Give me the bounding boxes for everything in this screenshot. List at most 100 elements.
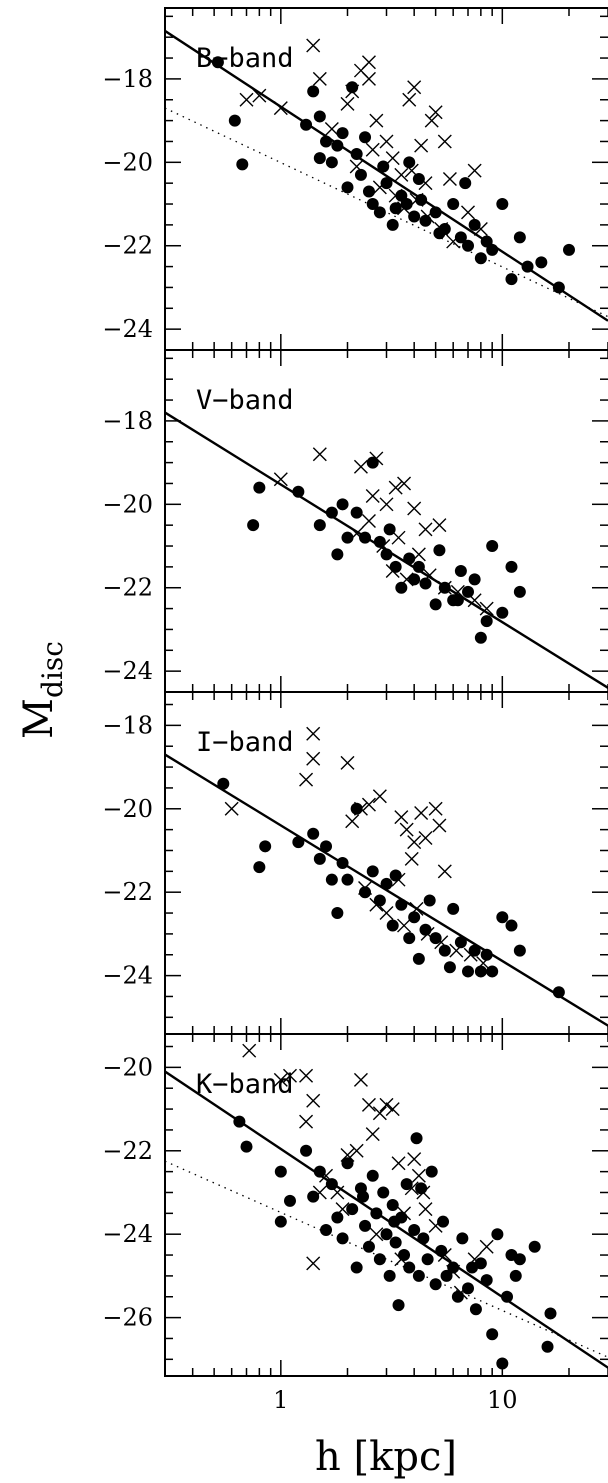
data-point-circle — [398, 1249, 411, 1262]
data-point-cross — [391, 872, 406, 887]
data-point-cross — [335, 1202, 350, 1217]
data-point-circle — [505, 273, 518, 286]
data-point-circle — [480, 615, 493, 628]
data-point-cross — [404, 163, 419, 178]
data-point-circle — [400, 198, 413, 211]
y-tick-label: −20 — [102, 1053, 153, 1081]
data-point-circle — [425, 1165, 438, 1178]
data-point-circle — [462, 239, 475, 252]
y-axis-title-subscript: disc — [36, 641, 69, 698]
data-point-circle — [211, 56, 224, 69]
data-point-cross — [463, 947, 478, 962]
data-point-circle — [346, 81, 359, 94]
data-point-circle — [496, 1357, 509, 1370]
data-point-cross — [394, 1252, 409, 1267]
data-point-cross — [299, 772, 314, 787]
data-point-circle — [403, 552, 416, 565]
y-tick-label: −18 — [102, 711, 153, 739]
data-point-cross — [422, 568, 437, 583]
data-point-circle — [386, 919, 399, 932]
data-point-cross — [407, 80, 422, 95]
data-point-circle — [474, 965, 487, 978]
data-point-cross — [418, 522, 433, 537]
data-point-circle — [438, 944, 451, 957]
data-point-cross — [473, 222, 488, 237]
x-tick-label: 10 — [487, 1386, 518, 1414]
data-point-cross — [242, 1043, 257, 1058]
data-point-circle — [236, 158, 249, 171]
data-point-cross — [252, 88, 267, 103]
data-point-cross — [340, 1147, 355, 1162]
data-point-circle — [462, 1282, 475, 1295]
data-point-circle — [474, 252, 487, 265]
data-point-cross — [437, 1248, 452, 1263]
data-point-circle — [459, 177, 472, 190]
data-point-cross — [379, 906, 394, 921]
data-point-cross — [388, 188, 403, 203]
fit-line-dotted — [165, 1160, 608, 1358]
data-point-circle — [313, 110, 326, 123]
data-point-circle — [292, 836, 305, 849]
data-point-circle — [395, 581, 408, 594]
data-point-circle — [331, 548, 344, 561]
data-point-cross — [319, 1168, 334, 1183]
y-tick-label: −22 — [102, 232, 153, 260]
data-point-circle — [380, 177, 393, 190]
data-point-circle — [403, 932, 416, 945]
data-point-cross — [391, 530, 406, 545]
data-point-cross — [461, 205, 476, 220]
fit-line-solid — [165, 753, 608, 1027]
data-point-cross — [434, 222, 449, 237]
data-point-circle — [320, 135, 333, 148]
data-point-circle — [419, 577, 432, 590]
data-point-cross — [282, 1068, 297, 1083]
data-point-circle — [429, 206, 442, 219]
data-point-cross — [399, 572, 414, 587]
data-point-cross — [479, 601, 494, 616]
y-tick-label: −26 — [102, 1304, 153, 1332]
data-point-circle — [474, 631, 487, 644]
x-axis-title: h [kpc] — [315, 1434, 457, 1480]
data-point-cross — [273, 1072, 288, 1087]
data-point-circle — [359, 131, 372, 144]
y-tick-label: −22 — [102, 878, 153, 906]
data-point-circle — [331, 1211, 344, 1224]
data-point-circle — [447, 902, 460, 915]
data-point-cross — [273, 101, 288, 116]
data-point-cross — [385, 151, 400, 166]
data-point-cross — [391, 1156, 406, 1171]
data-point-cross — [428, 1218, 443, 1233]
data-point-cross — [402, 92, 417, 107]
data-point-cross — [349, 1143, 364, 1158]
data-point-circle — [412, 952, 425, 965]
data-point-cross — [306, 751, 321, 766]
data-point-cross — [428, 801, 443, 816]
data-point-circle — [468, 218, 481, 231]
data-point-circle — [408, 573, 421, 586]
data-point-circle — [386, 1199, 399, 1211]
data-point-circle — [454, 231, 467, 244]
data-point-circle — [274, 1215, 287, 1228]
data-point-circle — [415, 1182, 428, 1195]
data-point-circle — [325, 873, 338, 886]
data-point-cross — [479, 1239, 494, 1254]
data-point-circle — [380, 1228, 393, 1241]
data-point-circle — [313, 852, 326, 865]
y-tick-label: −24 — [102, 1220, 153, 1248]
y-tick-label: −18 — [102, 407, 153, 435]
data-point-cross — [476, 956, 491, 971]
data-point-circle — [313, 1165, 326, 1178]
data-point-circle — [253, 481, 266, 494]
data-point-circle — [380, 877, 393, 890]
data-point-circle — [486, 243, 499, 256]
data-point-cross — [388, 480, 403, 495]
data-point-cross — [312, 1185, 327, 1200]
data-point-circle — [415, 193, 428, 206]
data-point-cross — [376, 539, 391, 554]
data-point-circle — [359, 886, 372, 899]
data-point-circle — [389, 202, 402, 215]
data-point-circle — [552, 986, 565, 999]
data-point-cross — [306, 38, 321, 53]
data-point-circle — [325, 506, 338, 519]
data-point-circle — [513, 944, 526, 957]
